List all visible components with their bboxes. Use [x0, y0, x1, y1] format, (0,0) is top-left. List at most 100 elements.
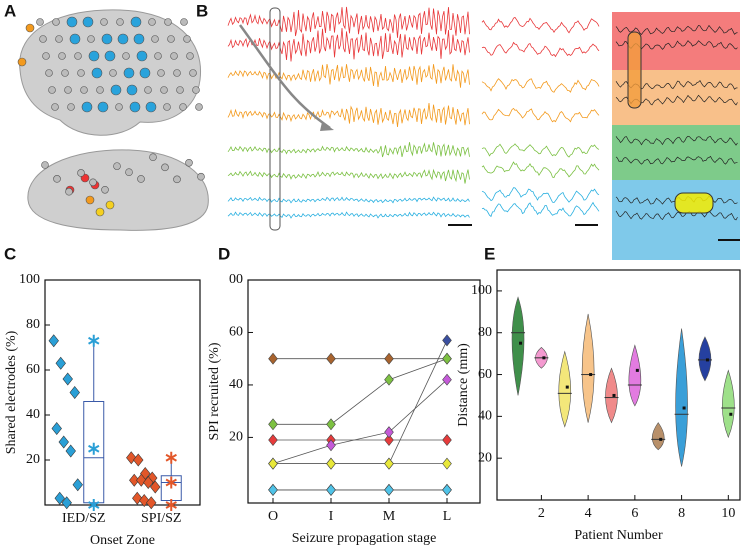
y-tick-label: 60 [229, 325, 243, 340]
x-tick-label: 6 [631, 506, 638, 521]
point [126, 451, 137, 465]
electrode [149, 153, 157, 161]
eeg-trace [227, 168, 470, 184]
violin [511, 296, 525, 396]
point [384, 426, 394, 439]
y-axis-label: Distance (mm) [456, 343, 471, 427]
electrode [101, 185, 109, 194]
point [143, 476, 154, 489]
electrode [163, 103, 171, 111]
point [268, 483, 278, 496]
eeg-trace [481, 78, 600, 93]
star-marker [165, 451, 177, 464]
electrode [51, 103, 59, 111]
y-axis-label: SPI recruited (%) [207, 342, 222, 440]
y-tick-label: 80 [26, 317, 40, 332]
point [442, 373, 452, 386]
point [442, 352, 452, 365]
star-marker [165, 476, 177, 489]
electrode [88, 50, 100, 62]
electrode [115, 103, 123, 111]
arrow-head [320, 122, 334, 131]
electrode [125, 168, 133, 176]
electrode [69, 33, 81, 45]
point [326, 483, 336, 496]
point [61, 496, 72, 510]
electrode [58, 52, 66, 60]
point [139, 494, 150, 507]
arrow [238, 24, 331, 130]
electrode [136, 50, 148, 62]
electrode [36, 18, 44, 26]
point [384, 434, 394, 447]
electrode [164, 18, 172, 26]
brain-medial [27, 149, 209, 231]
plot-frame [247, 279, 481, 504]
point [268, 352, 278, 365]
point [133, 453, 144, 467]
eeg-trace [481, 16, 600, 34]
zone-band [612, 180, 740, 260]
eeg-trace [481, 201, 600, 218]
electrode [173, 175, 181, 184]
eeg-trace [481, 107, 600, 123]
electrode [139, 67, 151, 79]
point [132, 491, 143, 505]
electrode [160, 86, 168, 94]
electrode [151, 35, 159, 43]
point [442, 334, 452, 347]
point [58, 435, 69, 449]
y-tick-label: 80 [478, 325, 492, 340]
y-tick-label: 00 [229, 272, 243, 287]
point [268, 434, 278, 447]
x-axis-label: Patient Number [574, 528, 663, 543]
electrode [17, 57, 27, 67]
star-marker [88, 499, 100, 511]
electrode [41, 161, 49, 169]
brain-images [17, 9, 209, 231]
electrode [66, 16, 78, 28]
star-stroke [165, 501, 177, 509]
electrode [185, 158, 193, 167]
star-stroke [165, 453, 177, 462]
electrode [195, 103, 203, 111]
point [69, 386, 80, 399]
electrode [110, 84, 122, 96]
violin [675, 328, 688, 467]
electrode [55, 35, 63, 43]
eeg-trace [615, 24, 738, 36]
violin [651, 422, 665, 451]
electrode [104, 50, 116, 62]
eeg-trace [227, 6, 470, 38]
point [136, 473, 147, 487]
highlight [674, 192, 714, 214]
violin [581, 313, 595, 423]
electrode [189, 69, 197, 77]
panel-label: B [196, 1, 208, 20]
mean [565, 385, 569, 389]
x-tick-label: M [383, 509, 396, 524]
y-tick-label: 60 [26, 362, 40, 377]
electrode [113, 162, 121, 170]
zone-band [612, 125, 740, 180]
y-tick-label: 20 [229, 430, 243, 445]
point [326, 352, 336, 365]
plot-frame [496, 269, 741, 501]
point [442, 434, 452, 447]
electrode [157, 69, 165, 77]
point [129, 473, 140, 487]
y-tick-label: 40 [229, 377, 243, 392]
electrode [25, 23, 35, 33]
electrode [123, 67, 135, 79]
electrode [39, 35, 47, 43]
point [72, 478, 83, 492]
electrode [53, 175, 61, 183]
point [384, 457, 394, 470]
charts: 20 40 60 80 100 Shared electrodes (%) Onset Zo… [4, 269, 741, 548]
star-stroke [88, 336, 100, 345]
y-tick-label: 60 [478, 367, 492, 382]
electrode [91, 67, 103, 79]
electrode [45, 69, 53, 77]
y-axis-label: Shared electrodes (%) [4, 330, 19, 454]
y-tick-label: 40 [478, 409, 492, 424]
